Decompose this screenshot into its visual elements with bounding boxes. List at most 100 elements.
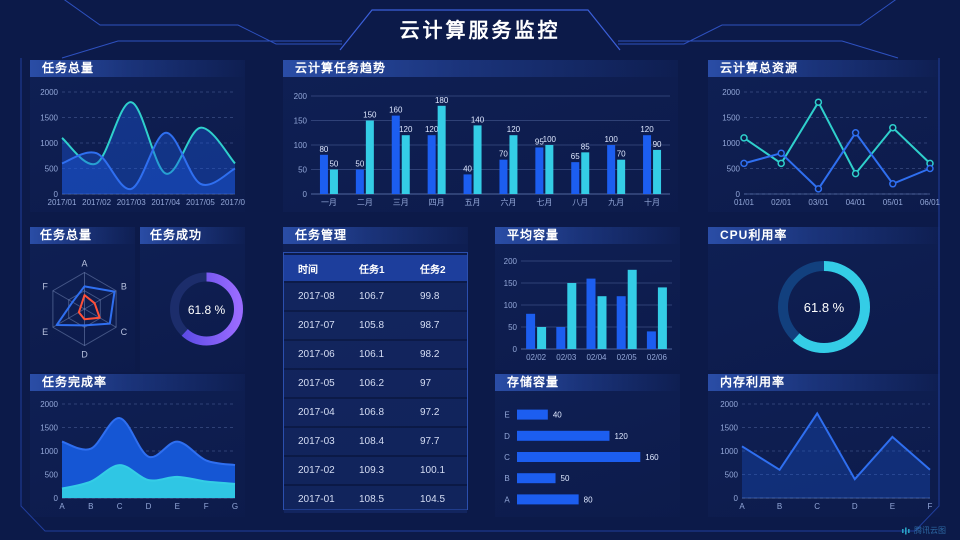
svg-text:C: C xyxy=(504,453,510,462)
svg-text:2017/01: 2017/01 xyxy=(48,198,77,207)
svg-text:E: E xyxy=(890,502,895,511)
table-cell: 98.7 xyxy=(406,312,467,339)
table-cell: 100.1 xyxy=(406,457,467,484)
svg-text:02/06: 02/06 xyxy=(647,353,668,362)
svg-text:02/01: 02/01 xyxy=(771,198,792,207)
task-table[interactable]: 时间 任务1 任务2 2017-08 106.7 99.8 2017-07 105.8 98.7… xyxy=(283,252,468,513)
svg-text:0: 0 xyxy=(734,494,739,503)
chart-storage-hbar[interactable]: E 40 D 120 C 160 B 50 A 80 xyxy=(495,396,680,514)
table-row: 2017-08 106.7 99.8 xyxy=(284,283,467,310)
table-cell: 106.7 xyxy=(345,283,406,310)
table-cell: 106.1 xyxy=(345,341,406,368)
chart-cpu-gauge[interactable]: 61.8 % xyxy=(708,247,940,367)
panel-title-text: 任务成功 xyxy=(150,228,203,242)
svg-text:2000: 2000 xyxy=(40,400,58,409)
svg-text:50: 50 xyxy=(561,474,570,483)
chart-completion-area[interactable]: 0 500 1000 1500 2000 A B C D E F G xyxy=(30,394,245,516)
table-header-row: 时间 任务1 任务2 xyxy=(284,255,467,281)
svg-text:70: 70 xyxy=(499,150,508,159)
svg-text:100: 100 xyxy=(294,141,308,150)
panel-title: 任务完成率 xyxy=(30,374,245,391)
chart-avg-capacity[interactable]: 0 50 100 150 200 02/02 02/03 02/04 02/05 02/06 xyxy=(495,247,680,367)
panel-title-text: 任务总量 xyxy=(40,228,93,242)
panel-avg-capacity: 平均容量 0 50 100 150 200 02/02 02/03 02/04 02/05 02/… xyxy=(495,227,680,370)
svg-text:B: B xyxy=(88,502,93,511)
watermark: 腾讯云图 xyxy=(901,525,946,536)
svg-text:0: 0 xyxy=(54,190,59,199)
table-cell: 2017-04 xyxy=(284,399,345,426)
panel-title: 任务总量 xyxy=(30,227,135,244)
svg-text:1000: 1000 xyxy=(722,139,740,148)
svg-text:六月: 六月 xyxy=(500,197,516,207)
panel-title: 平均容量 xyxy=(495,227,680,244)
chart-resource-line[interactable]: 0 500 1000 1500 2000 01/01 02/01 03/01 04/01 05/0… xyxy=(708,82,940,212)
table-cell: 2017-07 xyxy=(284,312,345,339)
svg-text:E: E xyxy=(42,327,48,337)
svg-text:500: 500 xyxy=(45,471,59,480)
panel-task-manage: 任务管理 时间 任务1 任务2 2017-08 106.7 99.8 2017-07 105.… xyxy=(283,227,468,513)
svg-text:02/02: 02/02 xyxy=(526,353,547,362)
chart-task-total-line[interactable]: 0 500 1000 1500 2000 2017/01 2017/02 2017/03 201… xyxy=(30,82,250,212)
svg-text:05/01: 05/01 xyxy=(883,198,904,207)
table-row: 2017-04 106.8 97.2 xyxy=(284,399,467,426)
panel-title-text: 任务完成率 xyxy=(42,375,108,389)
svg-text:B: B xyxy=(121,281,127,291)
chart-task-trend-bars[interactable]: 0 50 100 150 200 一月 二月 三月 四月 五月 六月 七月 八月 九月 十月 80 50 160 1… xyxy=(283,82,678,212)
table-cell: 98.2 xyxy=(406,341,467,368)
svg-text:150: 150 xyxy=(363,111,377,120)
panel-total-resource: 云计算总资源 0 500 1000 1500 2000 01/01 02/01 03/01 04… xyxy=(708,60,941,212)
svg-text:120: 120 xyxy=(399,125,413,134)
svg-text:C: C xyxy=(121,327,128,337)
table-row: 2017-02 109.3 100.1 xyxy=(284,457,467,484)
svg-text:A: A xyxy=(504,495,510,504)
table-row: 2017-03 108.4 97.7 xyxy=(284,428,467,455)
svg-text:D: D xyxy=(852,502,858,511)
svg-text:50: 50 xyxy=(329,160,338,169)
svg-text:2017/02: 2017/02 xyxy=(82,198,111,207)
table-cell: 108.4 xyxy=(345,428,406,455)
svg-text:B: B xyxy=(504,474,509,483)
svg-text:2017/06: 2017/06 xyxy=(221,198,245,207)
svg-text:C: C xyxy=(117,502,123,511)
svg-text:D: D xyxy=(81,350,88,360)
table-cell: 97.2 xyxy=(406,399,467,426)
svg-text:500: 500 xyxy=(727,165,741,174)
svg-text:B: B xyxy=(777,502,782,511)
svg-text:八月: 八月 xyxy=(572,198,588,207)
svg-text:一月: 一月 xyxy=(321,198,337,207)
svg-text:0: 0 xyxy=(513,345,518,354)
svg-text:0: 0 xyxy=(303,190,308,199)
svg-text:02/03: 02/03 xyxy=(556,353,577,362)
svg-text:80: 80 xyxy=(319,145,328,154)
table-cell: 99.8 xyxy=(406,283,467,310)
panel-title: 云计算任务趋势 xyxy=(283,60,678,77)
chart-memory-line[interactable]: 0 500 1000 1500 2000 A B C D E F xyxy=(708,394,940,516)
svg-text:2000: 2000 xyxy=(40,88,58,97)
svg-text:D: D xyxy=(504,432,510,441)
svg-text:70: 70 xyxy=(617,150,626,159)
panel-title: 云计算总资源 xyxy=(708,60,940,77)
watermark-logo-icon xyxy=(902,527,910,534)
svg-text:七月: 七月 xyxy=(536,198,552,207)
table-cell: 105.8 xyxy=(345,312,406,339)
svg-text:1500: 1500 xyxy=(720,424,738,433)
svg-text:0: 0 xyxy=(54,494,59,503)
chart-radar[interactable]: A B C D E F xyxy=(30,247,135,371)
panel-memory: 内存利用率 0 500 1000 1500 2000 A B C D E F xyxy=(708,374,940,517)
chart-success-gauge[interactable]: 61.8 % xyxy=(140,247,245,371)
svg-text:1500: 1500 xyxy=(40,114,58,123)
svg-text:A: A xyxy=(59,502,65,511)
svg-text:0: 0 xyxy=(736,190,741,199)
table-row: 2017-05 106.2 97 xyxy=(284,370,467,397)
svg-text:九月: 九月 xyxy=(608,198,624,207)
panel-title: 任务管理 xyxy=(283,227,468,244)
table-header-cell: 任务2 xyxy=(406,255,467,281)
svg-text:1000: 1000 xyxy=(40,139,58,148)
svg-text:200: 200 xyxy=(504,257,518,266)
table-row: 2017-07 105.8 98.7 xyxy=(284,312,467,339)
table-cell: 104.5 xyxy=(406,486,467,513)
panel-title-text: CPU利用率 xyxy=(720,228,788,242)
table-cell: 2017-01 xyxy=(284,486,345,513)
table-cell: 2017-03 xyxy=(284,428,345,455)
svg-text:01/01: 01/01 xyxy=(734,198,755,207)
